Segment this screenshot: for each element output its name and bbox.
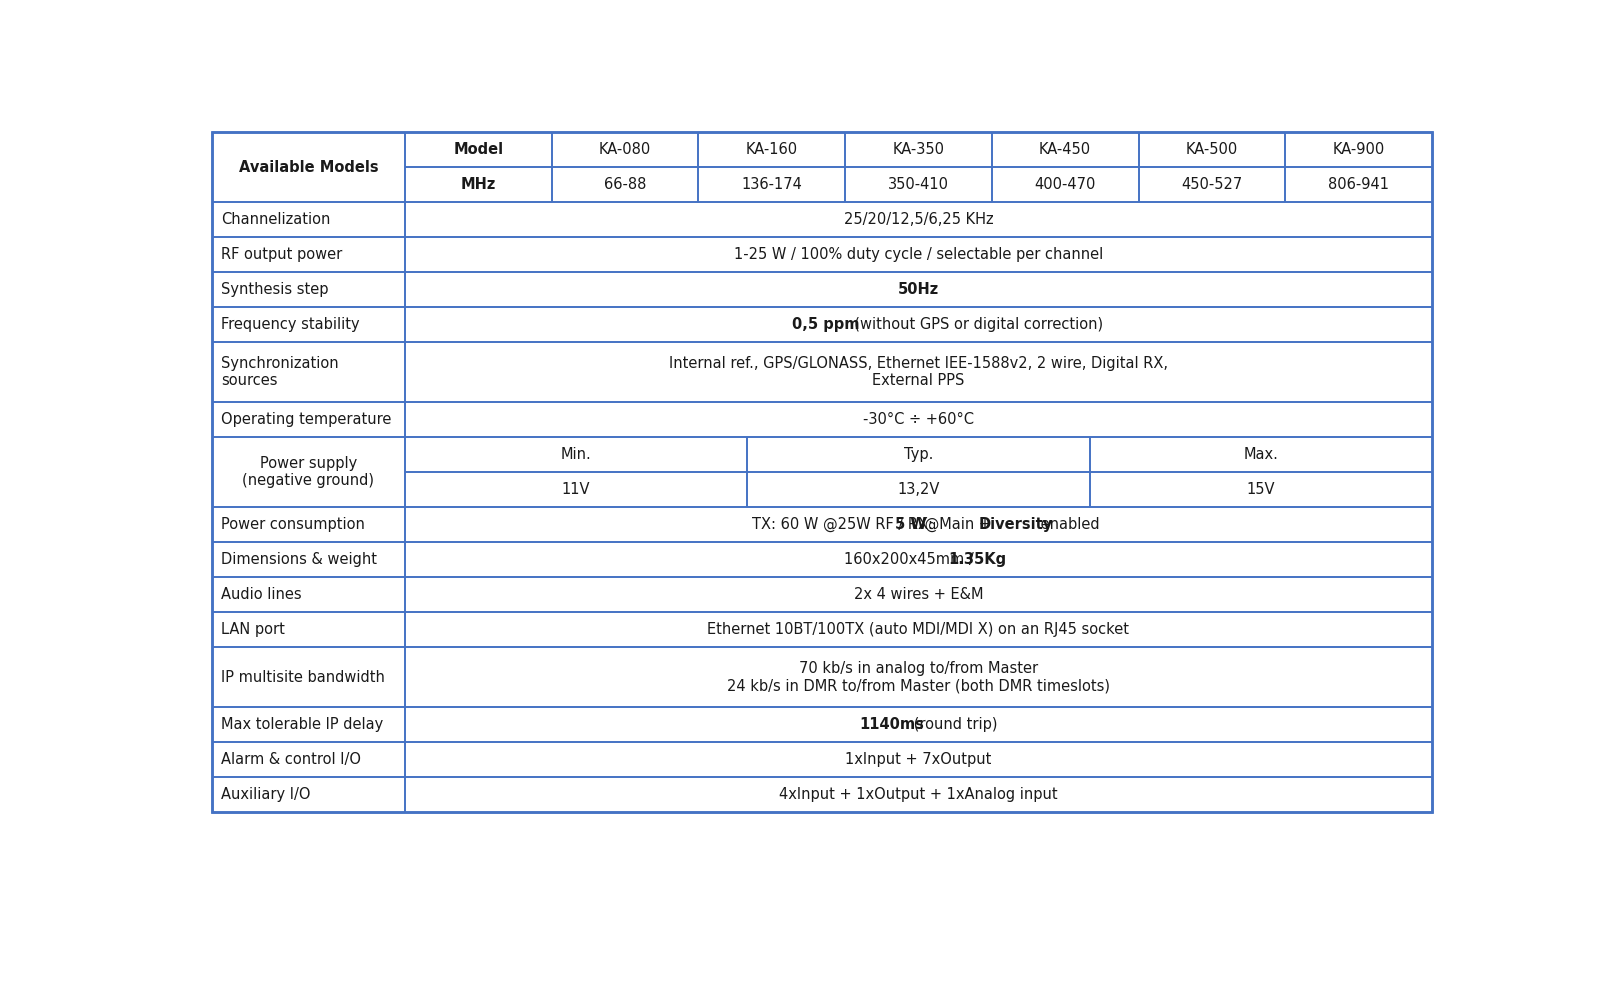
Text: Internal ref., GPS/GLONASS, Ethernet IEE-1588v2, 2 wire, Digital RX,
External PP: Internal ref., GPS/GLONASS, Ethernet IEE…: [669, 356, 1168, 388]
Text: Typ.: Typ.: [903, 447, 934, 462]
Text: 0,5 ppm: 0,5 ppm: [792, 318, 860, 332]
Text: 66-88: 66-88: [603, 177, 646, 192]
Text: (without GPS or digital correction): (without GPS or digital correction): [845, 318, 1102, 332]
Text: 136-174: 136-174: [741, 177, 802, 192]
Text: IP multisite bandwidth: IP multisite bandwidth: [221, 670, 385, 684]
Text: Ethernet 10BT/100TX (auto MDI/MDI X) on an RJ45 socket: Ethernet 10BT/100TX (auto MDI/MDI X) on …: [707, 623, 1129, 637]
Text: KA-450: KA-450: [1039, 142, 1091, 157]
Text: enabled: enabled: [1036, 517, 1100, 532]
Text: Operating temperature: Operating temperature: [221, 412, 391, 428]
Text: KA-500: KA-500: [1185, 142, 1238, 157]
Text: 2x 4 wires + E&M: 2x 4 wires + E&M: [853, 588, 983, 603]
Text: Alarm & control I/O: Alarm & control I/O: [221, 751, 361, 767]
Text: Auxiliary I/O: Auxiliary I/O: [221, 787, 311, 802]
Text: Min.: Min.: [561, 447, 592, 462]
Text: 1.35Kg: 1.35Kg: [948, 552, 1006, 567]
Text: 160x200x45mm /: 160x200x45mm /: [844, 552, 978, 567]
Text: Max tolerable IP delay: Max tolerable IP delay: [221, 717, 383, 731]
Text: 450-527: 450-527: [1181, 177, 1243, 192]
Text: KA-350: KA-350: [892, 142, 945, 157]
Text: KA-080: KA-080: [598, 142, 651, 157]
Text: 5 W: 5 W: [895, 517, 927, 532]
Text: 806-941: 806-941: [1328, 177, 1389, 192]
Text: 11V: 11V: [561, 482, 590, 497]
Text: 13,2V: 13,2V: [897, 482, 940, 497]
Text: KA-900: KA-900: [1333, 142, 1384, 157]
Text: 350-410: 350-410: [889, 177, 950, 192]
Text: TX: 60 W @25W RF / RX:: TX: 60 W @25W RF / RX:: [752, 517, 937, 532]
Text: Frequency stability: Frequency stability: [221, 318, 359, 332]
Text: Audio lines: Audio lines: [221, 588, 302, 603]
Text: -30°C ÷ +60°C: -30°C ÷ +60°C: [863, 412, 974, 428]
Text: Max.: Max.: [1243, 447, 1278, 462]
Text: Model: Model: [454, 142, 504, 157]
Text: 50Hz: 50Hz: [898, 283, 938, 298]
Text: 70 kb/s in analog to/from Master
24 kb/s in DMR to/from Master (both DMR timeslo: 70 kb/s in analog to/from Master 24 kb/s…: [727, 661, 1110, 693]
Text: Diversity: Diversity: [978, 517, 1052, 532]
Text: Power supply
(negative ground): Power supply (negative ground): [242, 456, 374, 488]
Text: Available Models: Available Models: [239, 160, 379, 175]
Text: 25/20/12,5/6,25 KHz: 25/20/12,5/6,25 KHz: [844, 212, 993, 227]
Text: Synthesis step: Synthesis step: [221, 283, 329, 298]
Text: MHz: MHz: [460, 177, 496, 192]
Text: Synchronization
sources: Synchronization sources: [221, 356, 338, 388]
Text: KA-160: KA-160: [746, 142, 797, 157]
Text: 400-470: 400-470: [1035, 177, 1096, 192]
Text: 4xInput + 1xOutput + 1xAnalog input: 4xInput + 1xOutput + 1xAnalog input: [780, 787, 1057, 802]
Text: 1xInput + 7xOutput: 1xInput + 7xOutput: [845, 751, 991, 767]
Bar: [212, 132, 1432, 812]
Text: LAN port: LAN port: [221, 623, 286, 637]
Text: Power consumption: Power consumption: [221, 517, 366, 532]
Text: 15V: 15V: [1246, 482, 1275, 497]
Text: 1-25 W / 100% duty cycle / selectable per channel: 1-25 W / 100% duty cycle / selectable pe…: [733, 247, 1104, 263]
Text: Channelization: Channelization: [221, 212, 330, 227]
Bar: [212, 132, 1432, 812]
Text: (round trip): (round trip): [909, 717, 998, 731]
Text: @Main +: @Main +: [919, 517, 996, 532]
Text: Dimensions & weight: Dimensions & weight: [221, 552, 377, 567]
Text: RF output power: RF output power: [221, 247, 343, 263]
Text: 1140ms: 1140ms: [860, 717, 924, 731]
